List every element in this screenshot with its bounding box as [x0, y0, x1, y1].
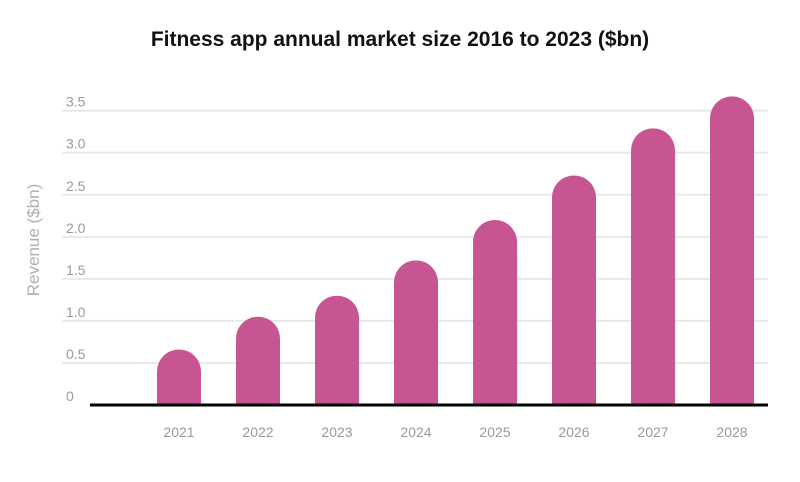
- x-tick-label: 2027: [637, 424, 668, 440]
- bar-2022: [236, 316, 280, 405]
- y-tick-label: 3.0: [66, 136, 86, 152]
- x-tick-label: 2024: [400, 424, 431, 440]
- x-tick-label: 2023: [321, 424, 352, 440]
- y-tick-label: 1.5: [66, 262, 86, 278]
- bar-2028: [710, 96, 754, 405]
- bar-2024: [394, 260, 438, 405]
- x-tick-label: 2026: [558, 424, 589, 440]
- bar-2027: [631, 128, 675, 405]
- y-tick-label: 3.5: [66, 94, 86, 110]
- bar-2025: [473, 220, 517, 405]
- bar-2021: [157, 349, 201, 405]
- y-tick-label: 2.0: [66, 220, 86, 236]
- bar-2023: [315, 295, 359, 405]
- y-tick-label: 2.5: [66, 178, 86, 194]
- chart-title: Fitness app annual market size 2016 to 2…: [150, 28, 650, 51]
- y-tick-label: 0: [66, 388, 74, 404]
- bar-2026: [552, 175, 596, 405]
- x-tick-label: 2028: [716, 424, 747, 440]
- y-axis-label: Revenue ($bn): [24, 184, 43, 296]
- x-tick-label: 2022: [242, 424, 273, 440]
- x-tick-label: 2021: [163, 424, 194, 440]
- y-tick-label: 0.5: [66, 346, 86, 362]
- y-tick-label: 1.0: [66, 304, 86, 320]
- x-tick-label: 2025: [479, 424, 510, 440]
